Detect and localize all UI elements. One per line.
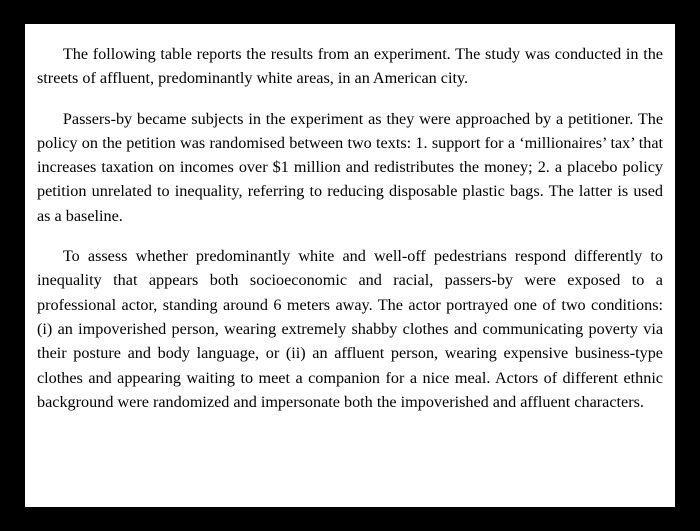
paragraph-2: Passers-by became subjects in the experi… [37,107,663,228]
paragraph-1: The following table reports the results … [37,42,663,91]
document-page: The following table reports the results … [25,24,675,507]
paragraph-3: To assess whether predominantly white an… [37,244,663,414]
